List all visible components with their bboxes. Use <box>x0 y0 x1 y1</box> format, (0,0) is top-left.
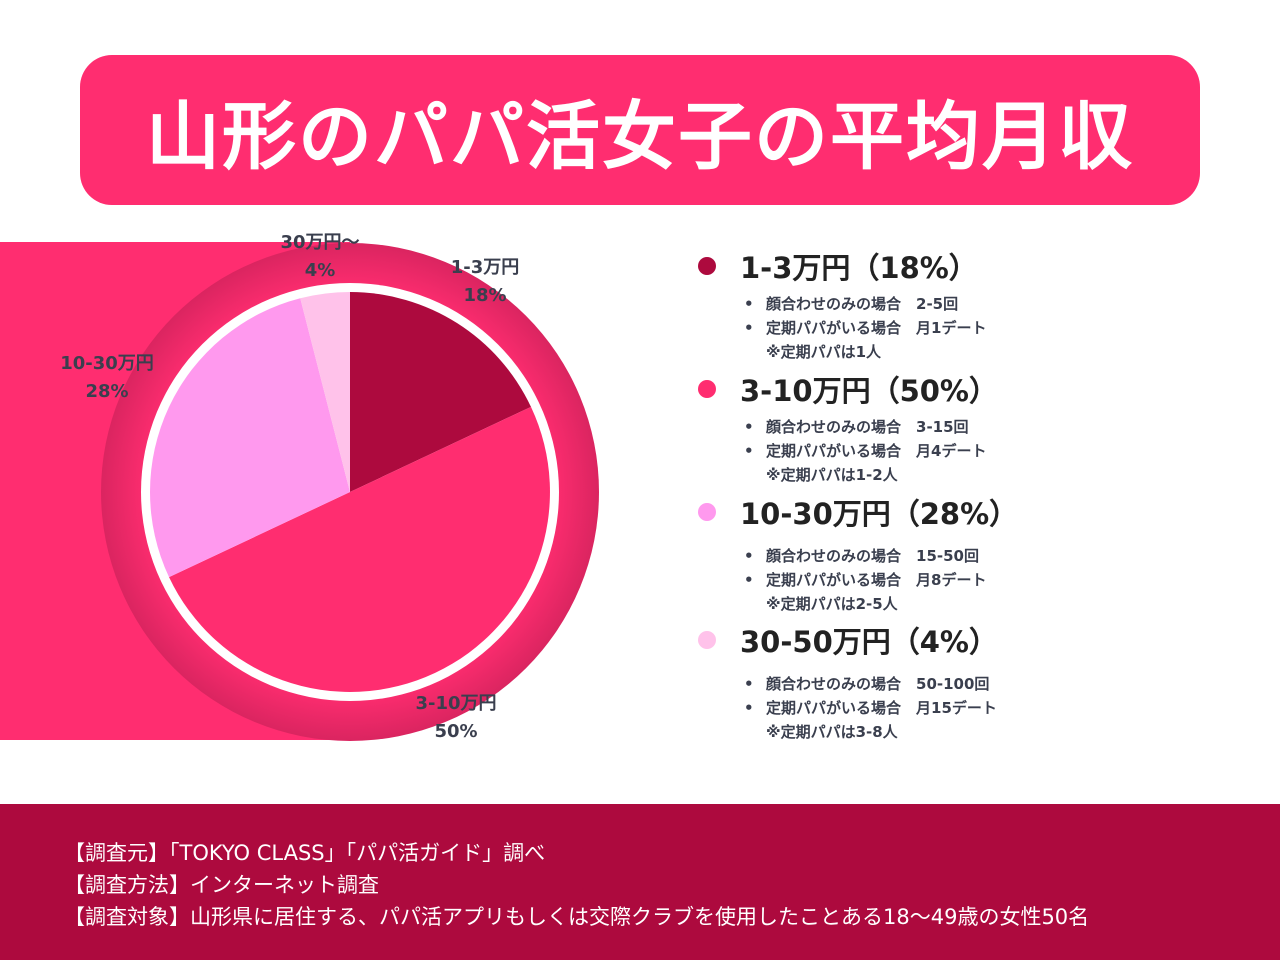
legend-item: 30-50万円（4%） 顔合わせのみの場合 50-100回定期パパがいる場合 月… <box>698 620 998 744</box>
legend-line: 定期パパがいる場合 月15デート <box>744 696 998 720</box>
legend-line: 定期パパがいる場合 月8デート <box>744 568 1018 592</box>
pie-slice-30-50万円 <box>300 292 350 492</box>
legend-dot <box>698 257 716 275</box>
legend-note: ※定期パパは2-5人 <box>766 595 898 613</box>
legend-line: 定期パパがいる場合 月4デート <box>744 439 998 463</box>
footer-target: 【調査対象】山形県に居住する、パパ活アプリもしくは交際クラブを使用したことある1… <box>64 905 1090 929</box>
legend-note: ※定期パパは3-8人 <box>766 723 898 741</box>
page-title: 山形のパパ活女子の平均月収 <box>146 93 1134 180</box>
footer-source: 【調査元】「TOKYO CLASS」「パパ活ガイド」調べ <box>64 841 546 865</box>
legend-dot <box>698 380 716 398</box>
pie-slice-1-3万円 <box>350 292 531 492</box>
legend-line: 顔合わせのみの場合 3-15回 <box>744 415 998 439</box>
legend-line: 顔合わせのみの場合 15-50回 <box>744 544 1018 568</box>
pie-label-30: 30万円〜 4% <box>280 232 360 281</box>
legend-item: 10-30万円（28%） 顔合わせのみの場合 15-50回定期パパがいる場合 月… <box>698 492 1018 616</box>
pie-label-1-3: 1-3万円 18% <box>450 257 520 306</box>
footer: 【調査元】「TOKYO CLASS」「パパ活ガイド」調べ 【調査方法】インターネ… <box>0 804 1280 960</box>
pie-chart <box>0 242 599 741</box>
pie-slice-10-30万円 <box>149 298 350 578</box>
legend-title: 10-30万円（28%） <box>740 497 1019 531</box>
pie-slice-3-10万円 <box>169 406 550 692</box>
legend-item: 3-10万円（50%） 顔合わせのみの場合 3-15回定期パパがいる場合 月4デ… <box>698 369 998 487</box>
legend-title: 3-10万円（50%） <box>740 374 998 408</box>
pie-label-10-30: 10-30万円 28% <box>60 353 154 402</box>
legend-line: 顔合わせのみの場合 50-100回 <box>744 672 998 696</box>
legend-line: 顔合わせのみの場合 2-5回 <box>744 292 986 316</box>
legend-dot <box>698 503 716 521</box>
title-banner: 山形のパパ活女子の平均月収 <box>80 55 1200 205</box>
legend-item: 1-3万円（18%） 顔合わせのみの場合 2-5回定期パパがいる場合 月1デート… <box>698 246 986 364</box>
legend-dot <box>698 631 716 649</box>
pie-label-3-10: 3-10万円 50% <box>415 693 497 742</box>
legend-line: 定期パパがいる場合 月1デート <box>744 316 986 340</box>
legend-note: ※定期パパは1-2人 <box>766 466 898 484</box>
footer-method: 【調査方法】インターネット調査 <box>64 873 379 897</box>
legend-title: 1-3万円（18%） <box>740 251 978 285</box>
legend-title: 30-50万円（4%） <box>740 625 998 659</box>
legend-note: ※定期パパは1人 <box>766 343 882 361</box>
